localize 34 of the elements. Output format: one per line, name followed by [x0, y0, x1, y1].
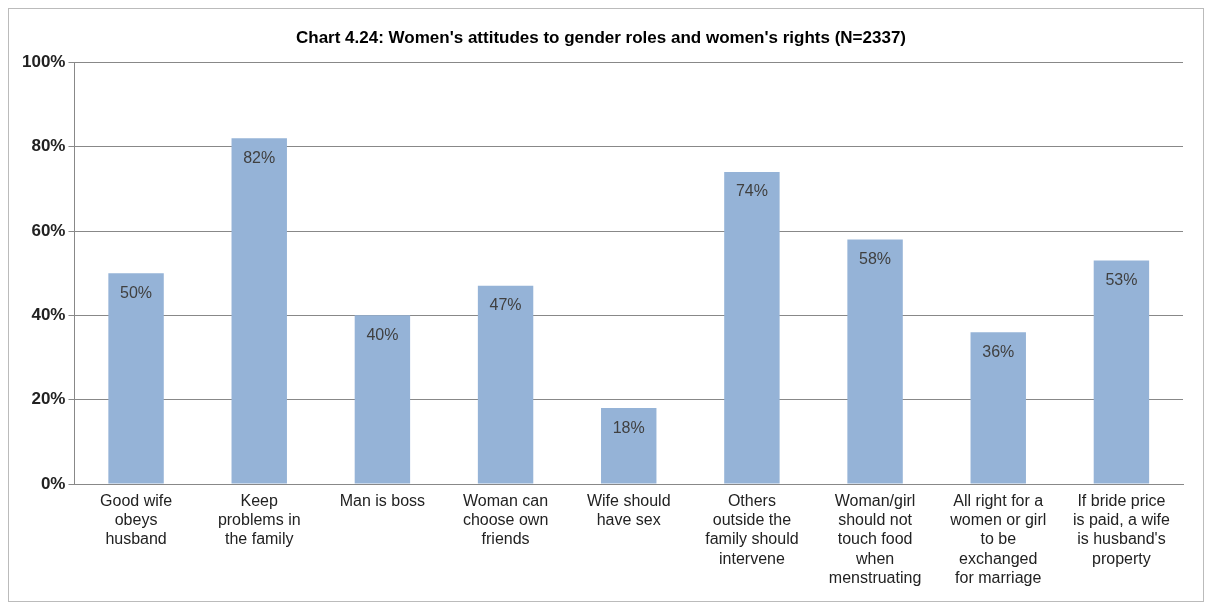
x-tick-label: Woman/girl should not touch food when menstruating: [828, 492, 922, 586]
bar: [970, 332, 1026, 484]
x-tick-label: All right for a women or girl to be exchanged for marriage: [949, 492, 1047, 586]
data-label: 47%: [489, 296, 522, 314]
y-tick-label: 20%: [31, 389, 66, 409]
data-label: 40%: [366, 325, 399, 343]
y-tick-label: 0%: [40, 473, 66, 493]
bar: [108, 273, 164, 484]
x-tick-label: Man is boss: [339, 492, 426, 510]
data-label: 50%: [120, 283, 153, 301]
bar: [477, 285, 534, 484]
bar: [724, 172, 780, 484]
data-label: 74%: [735, 182, 768, 200]
y-tick-label: 80%: [31, 136, 66, 156]
y-tick-label: 100%: [22, 52, 66, 72]
bar: [601, 408, 657, 484]
data-label: 58%: [859, 249, 892, 267]
bar: [847, 239, 903, 484]
x-tick-label: Woman can choose own friends: [462, 492, 549, 548]
bar: [1093, 260, 1150, 484]
x-tick-label: If bride price is paid, a wife is husband's property: [1072, 492, 1170, 567]
x-tick-label: Others outside the family should intervene: [705, 492, 799, 567]
data-label: 82%: [243, 148, 276, 166]
data-label: 53%: [1105, 270, 1138, 288]
data-label: 18%: [612, 418, 645, 436]
x-tick-label: Wife should have sex: [586, 492, 671, 529]
x-tick-label: Keep problems in the family: [217, 492, 301, 548]
bar: [354, 315, 411, 484]
bar: [231, 138, 287, 484]
y-tick-label: 60%: [31, 220, 66, 240]
x-tick-label: Good wife obeys husband: [100, 492, 173, 548]
data-label: 36%: [982, 342, 1015, 360]
y-tick-label: 40%: [31, 305, 66, 325]
chart-title: Chart 4.24: Women's attitudes to gender roles and women's rights (N=2337): [296, 27, 906, 47]
